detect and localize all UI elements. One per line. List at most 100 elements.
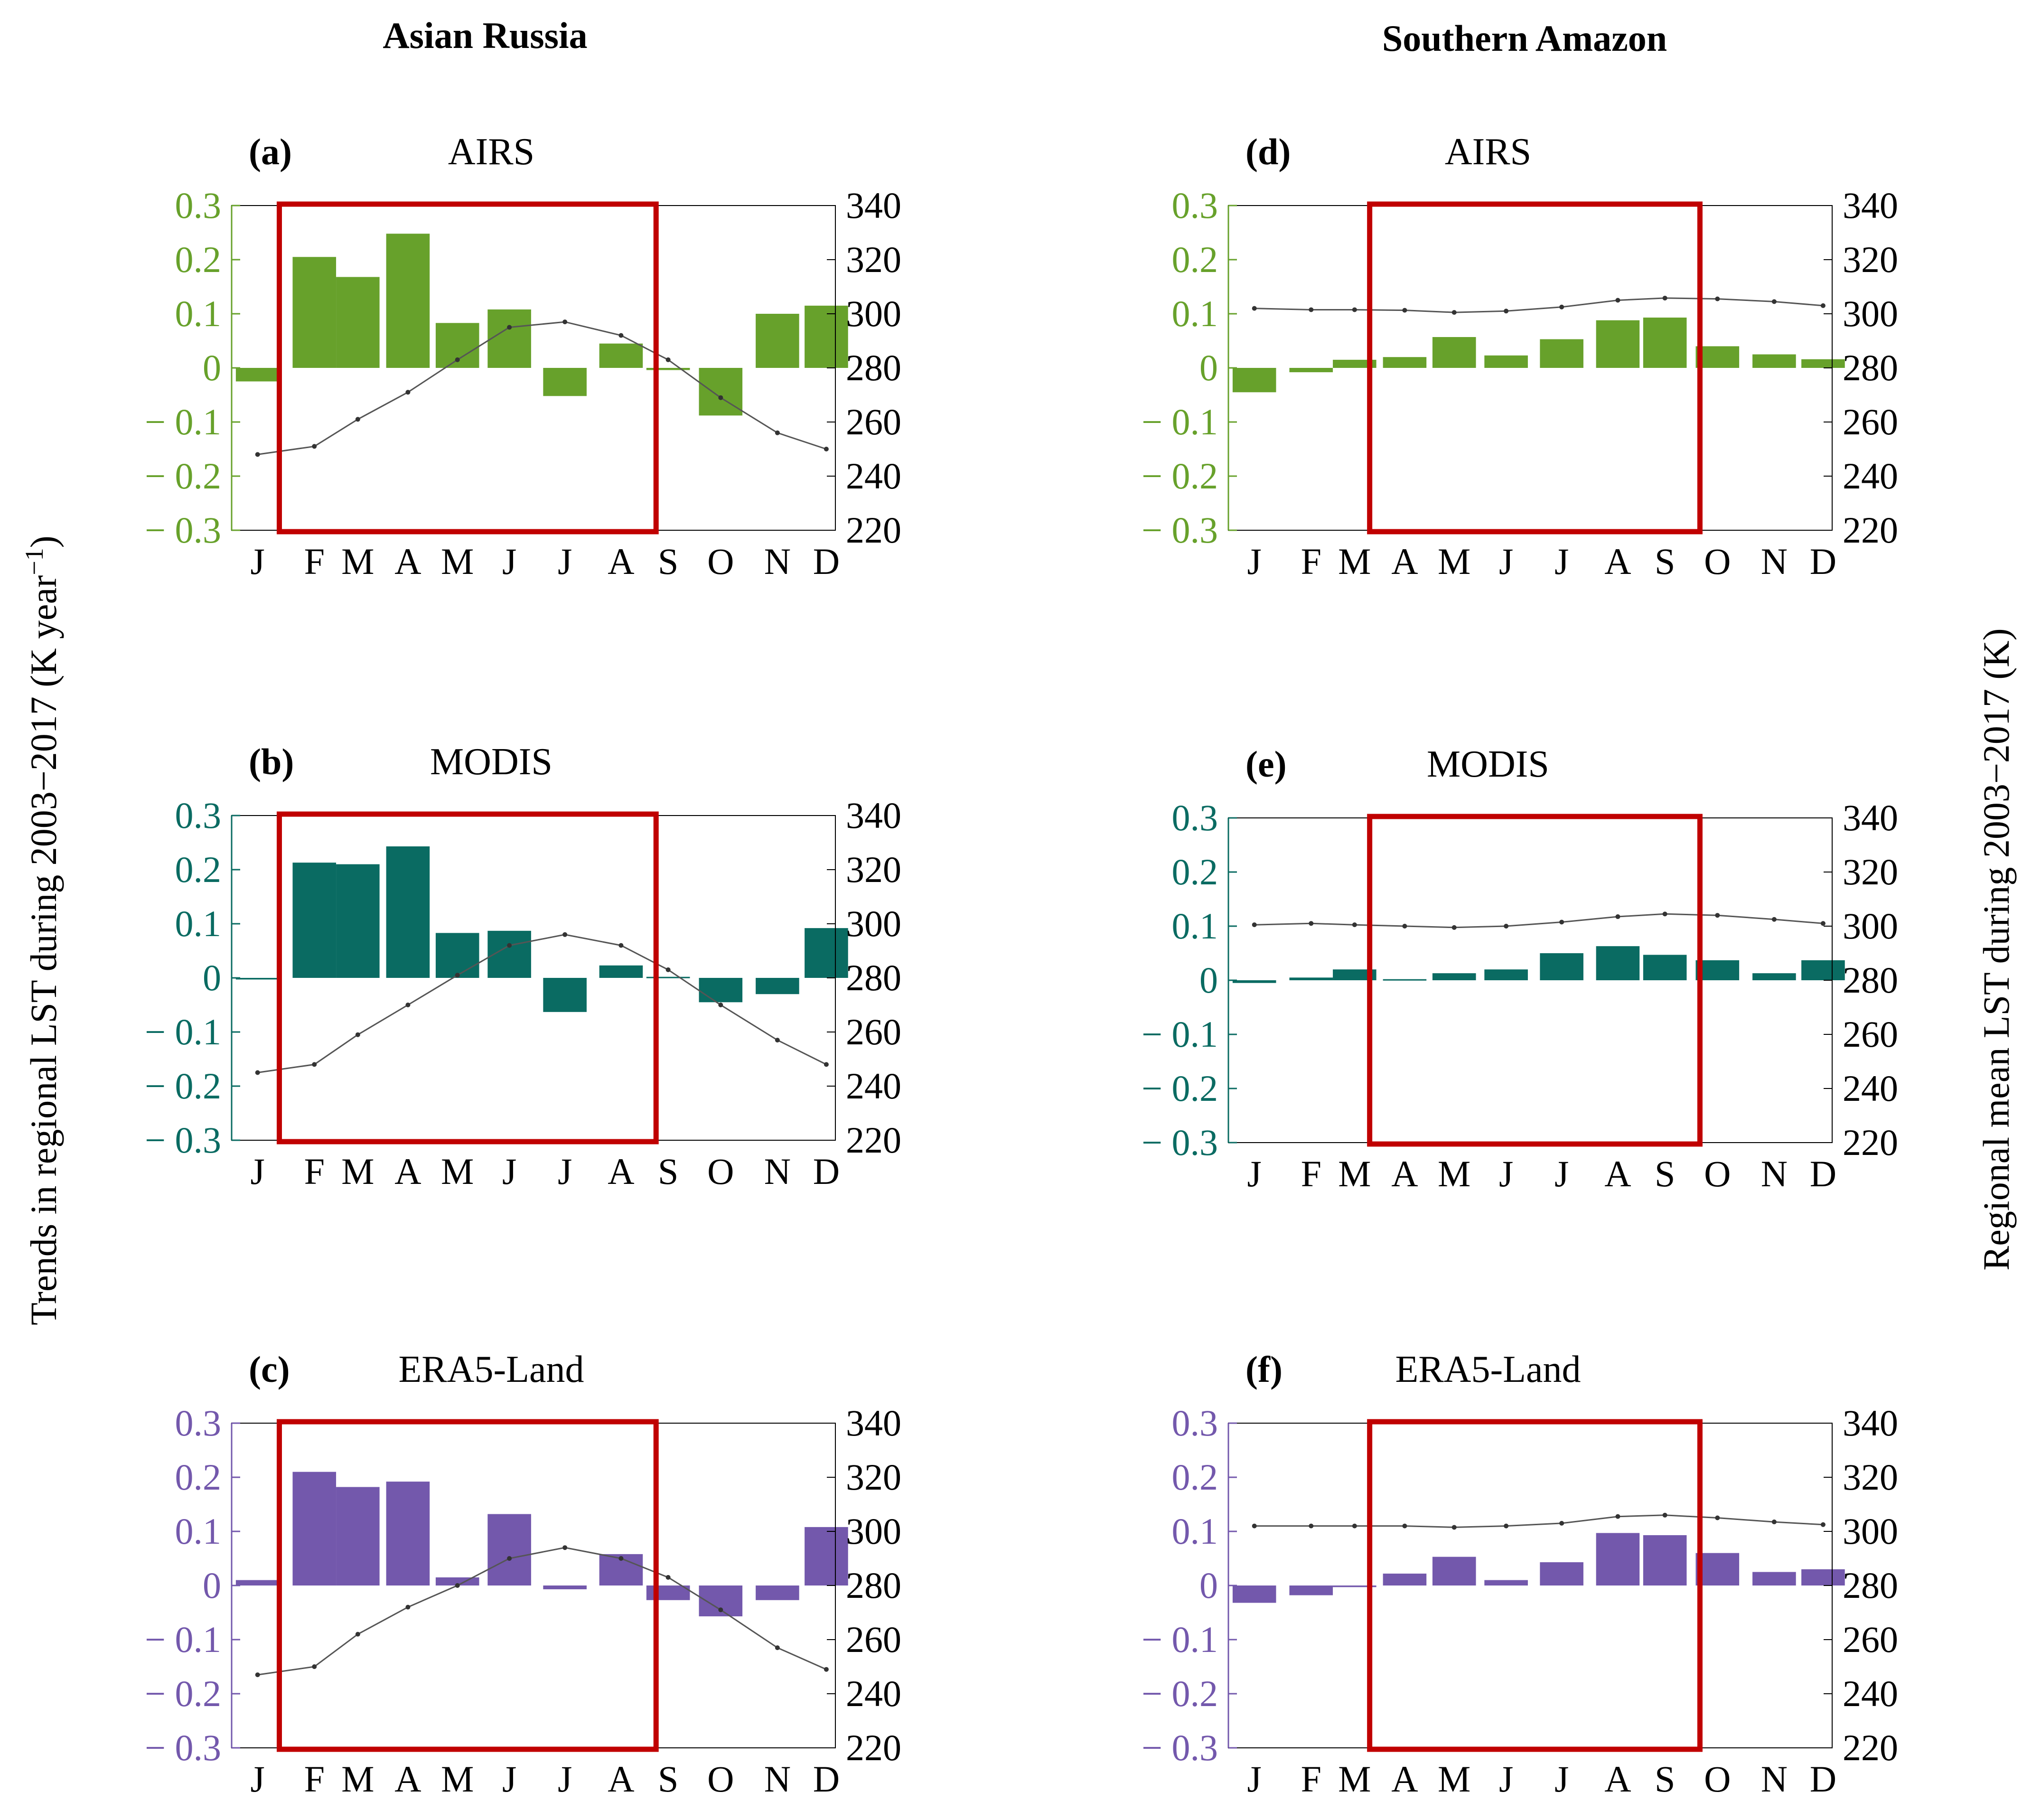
mean-lst-point <box>1252 306 1257 311</box>
mean-lst-line <box>257 934 827 1073</box>
panel-b: (b) MODIS 0.3 0.2 0.1 0 − 0.1 − 0.2 − 0.3 340 320 3… <box>145 741 901 1192</box>
bar-A <box>386 846 430 978</box>
mean-lst-point <box>1451 1525 1457 1530</box>
bar-J <box>1540 953 1583 980</box>
left-tick-label: 0.2 <box>1172 1456 1218 1498</box>
mean-lst-point <box>1820 1522 1826 1527</box>
mean-lst-point <box>312 444 317 449</box>
mean-lst-line <box>257 1547 827 1676</box>
right-tick-label: 280 <box>846 347 901 388</box>
x-tick-label: J <box>251 1151 265 1192</box>
bar-J <box>1232 368 1276 393</box>
mean-lst-point <box>255 452 260 457</box>
x-tick-label: S <box>1655 541 1675 582</box>
left-tick-label: − 0.3 <box>145 1727 221 1768</box>
right-tick-label: 220 <box>1843 1122 1898 1163</box>
bar-N <box>1752 973 1796 980</box>
right-tick-label: 240 <box>1843 455 1898 497</box>
x-tick-label: A <box>1604 541 1631 582</box>
x-tick-label: N <box>1761 1758 1788 1800</box>
mean-lst-point <box>1820 921 1826 926</box>
right-tick-label: 300 <box>1843 293 1898 334</box>
mean-lst-point <box>1771 1520 1777 1525</box>
x-tick-label: J <box>558 541 572 582</box>
bar-A <box>599 343 643 368</box>
panel-title: MODIS <box>430 741 552 783</box>
mean-lst-point <box>1504 1523 1509 1529</box>
right-tick-label: 320 <box>846 1456 901 1498</box>
mean-lst-point <box>1451 310 1457 315</box>
left-tick-label: − 0.2 <box>1142 455 1218 497</box>
right-tick-label: 280 <box>846 1565 901 1606</box>
right-tick-label: 320 <box>1843 239 1898 280</box>
x-tick-label: O <box>1704 1758 1731 1800</box>
x-tick-label: J <box>1499 1153 1513 1194</box>
panel-title: ERA5-Land <box>1395 1349 1581 1390</box>
x-tick-label: A <box>608 1758 634 1800</box>
right-tick-label: 300 <box>846 293 901 334</box>
right-tick-label: 220 <box>846 1727 901 1768</box>
mean-lst-point <box>312 1664 317 1669</box>
panel-title: MODIS <box>1427 743 1549 785</box>
x-tick-label: A <box>394 541 421 582</box>
mean-lst-point <box>1309 1523 1314 1529</box>
panel-title: ERA5-Land <box>398 1349 584 1390</box>
right-tick-label: 320 <box>1843 851 1898 892</box>
bar-J <box>487 309 531 368</box>
highlight-box <box>276 1419 659 1752</box>
left-tick-label: − 0.2 <box>145 1673 221 1714</box>
mean-lst-point <box>1715 296 1720 301</box>
mean-lst-point <box>775 1038 780 1043</box>
mean-lst-point <box>1771 299 1777 304</box>
x-tick-label: M <box>1338 1153 1371 1194</box>
bar-N <box>756 314 799 368</box>
x-tick-label: S <box>658 1758 678 1800</box>
bar-A <box>1383 357 1427 368</box>
x-tick-label: O <box>707 541 734 582</box>
mean-lst-point <box>1402 924 1407 929</box>
bar-J <box>543 978 587 1012</box>
right-tick-label: 340 <box>1843 185 1898 226</box>
x-tick-label: A <box>1604 1153 1631 1194</box>
mean-lst-point <box>562 319 568 325</box>
left-tick-label: − 0.3 <box>145 509 221 551</box>
panel-label: (a) <box>249 131 292 172</box>
x-tick-label: A <box>608 541 634 582</box>
bar-J <box>1232 1585 1276 1603</box>
mean-lst-point <box>718 395 723 400</box>
right-tick-label: 260 <box>1843 401 1898 442</box>
x-tick-label: A <box>1604 1758 1631 1800</box>
bar-J <box>543 368 587 396</box>
right-tick-label: 240 <box>1843 1068 1898 1109</box>
right-tick-label: 340 <box>846 795 901 836</box>
left-tick-label: − 0.2 <box>145 455 221 497</box>
left-tick-label: − 0.2 <box>1142 1068 1218 1109</box>
right-tick-label: 260 <box>1843 1013 1898 1055</box>
left-tick-label: − 0.1 <box>145 401 221 442</box>
right-tick-label: 260 <box>846 1011 901 1052</box>
x-tick-label: J <box>502 541 516 582</box>
x-tick-label: F <box>1301 541 1321 582</box>
x-tick-label: S <box>658 1151 678 1192</box>
bar-M <box>1432 337 1476 368</box>
x-tick-label: M <box>441 541 474 582</box>
x-tick-label: D <box>813 1758 840 1800</box>
panel-title: AIRS <box>1445 131 1531 173</box>
left-tick-label: 0 <box>1199 1565 1218 1606</box>
right-tick-label: 220 <box>1843 1727 1898 1768</box>
bar-J <box>1484 1580 1528 1585</box>
x-tick-label: J <box>1247 1153 1262 1194</box>
mean-lst-point <box>1662 295 1667 300</box>
panel-label: (e) <box>1245 743 1287 785</box>
bar-D <box>1801 359 1845 368</box>
left-tick-label: 0.2 <box>1172 851 1218 892</box>
mean-lst-point <box>455 1583 460 1588</box>
x-tick-label: D <box>1810 1758 1836 1800</box>
x-tick-label: M <box>1438 1758 1470 1800</box>
bar-A <box>1383 979 1427 981</box>
mean-lst-point <box>1309 307 1314 312</box>
panel-label: (d) <box>1245 131 1291 172</box>
right-tick-label: 260 <box>846 1619 901 1660</box>
mean-lst-point <box>1559 919 1564 925</box>
bar-N <box>1752 1572 1796 1585</box>
